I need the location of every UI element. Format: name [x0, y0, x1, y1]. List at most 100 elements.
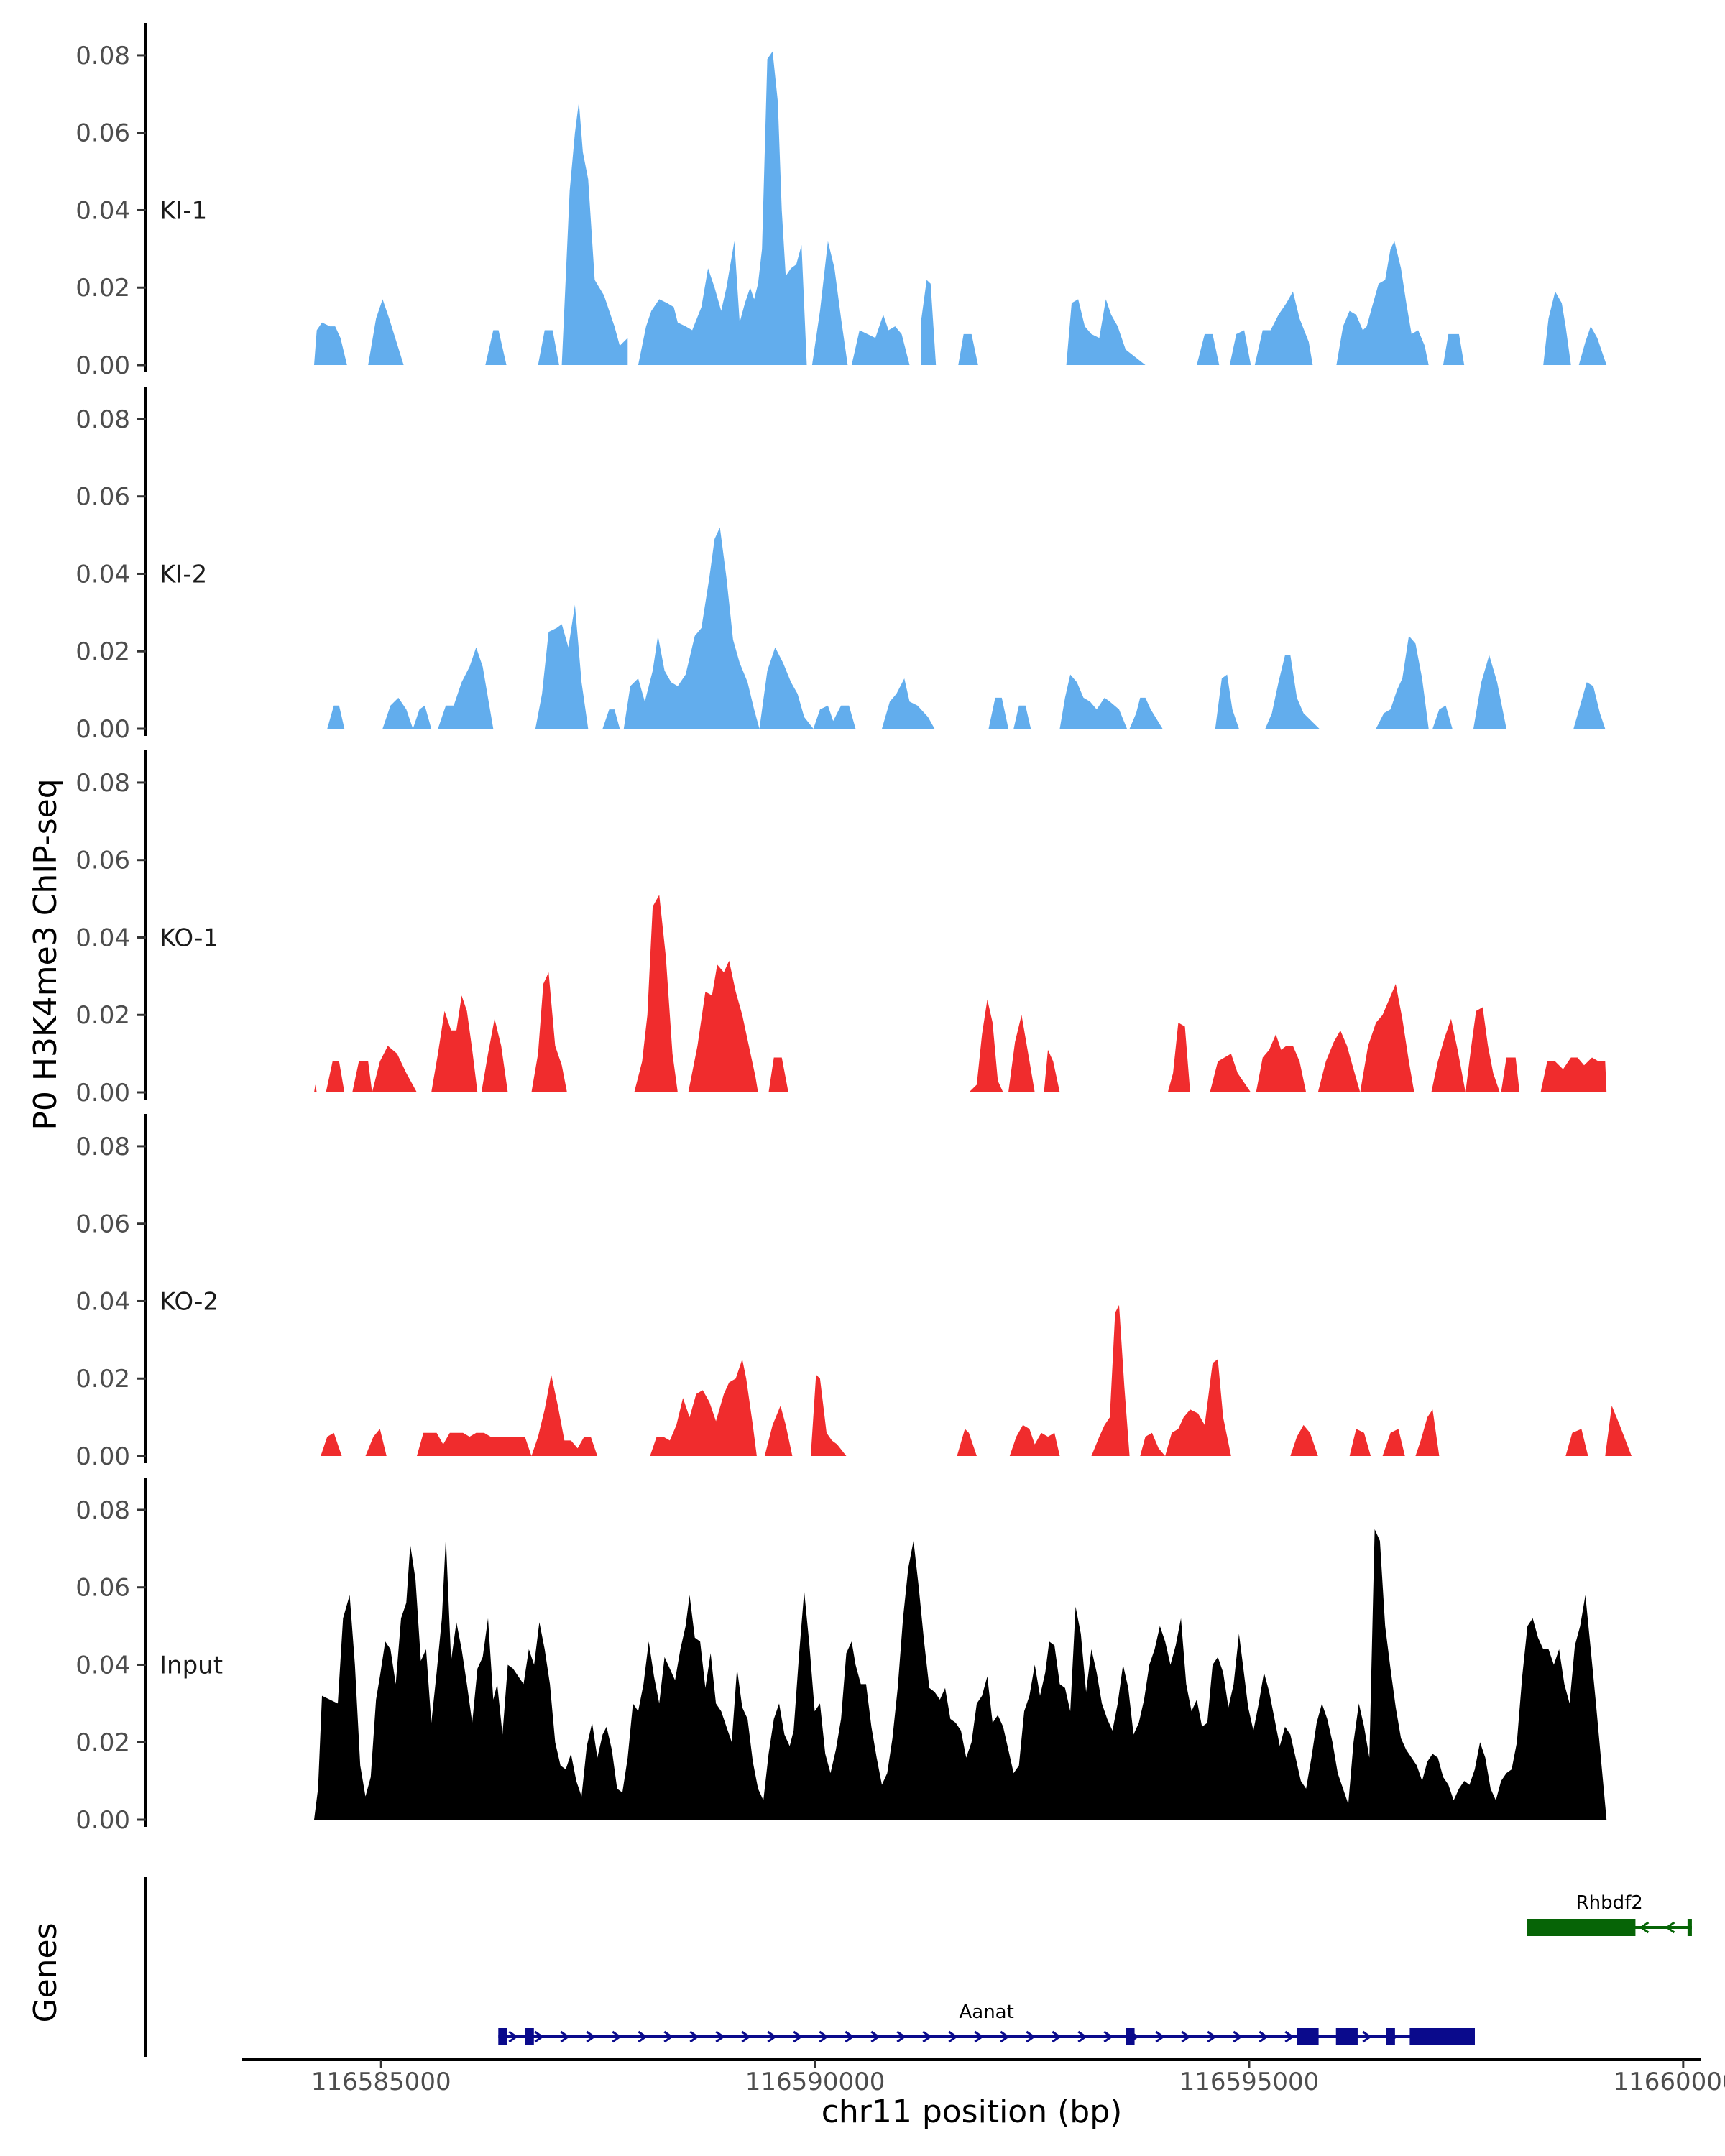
y-tick-label: 0.06: [75, 119, 130, 148]
signal-area: [851, 315, 910, 365]
signal-area: [1140, 1432, 1166, 1456]
track-label: KI-2: [160, 560, 207, 589]
signal-area: [1443, 333, 1465, 365]
y-tick-label: 0.08: [75, 1133, 130, 1161]
strand-arrow: [1284, 2030, 1294, 2043]
strand-arrow: [1639, 1921, 1650, 1934]
strand-arrow: [689, 2030, 699, 2043]
signal-area: [1543, 291, 1571, 365]
strand-arrow: [1207, 2030, 1217, 2043]
strand-arrow: [741, 2030, 751, 2043]
signal-area: [1431, 1018, 1466, 1092]
signal-area: [535, 604, 589, 729]
signal-area: [650, 1359, 757, 1456]
signal-area: [314, 1084, 317, 1092]
signal-area: [638, 51, 807, 365]
strand-arrow: [870, 2030, 880, 2043]
tracks-layer: 0.00 0.02 0.04 0.06 0.08 KI-1 0.00 0.02 0.04 0.06…: [75, 23, 1632, 1835]
track-label: KO-1: [160, 923, 218, 952]
signal-area: [1501, 1057, 1520, 1092]
y-tick-label: 0.02: [75, 1365, 130, 1393]
signal-area: [431, 995, 478, 1092]
gene-exon: [1126, 2028, 1135, 2045]
strand-arrow: [922, 2030, 932, 2043]
gene-exon: [1409, 2028, 1475, 2045]
strand-arrow: [1155, 2030, 1165, 2043]
strand-arrow: [1181, 2030, 1191, 2043]
y-tick-label: 0.04: [75, 196, 130, 225]
track-label: Input: [160, 1651, 223, 1680]
signal-area: [634, 895, 678, 1092]
strand-arrow: [715, 2030, 725, 2043]
signal-area: [314, 322, 347, 365]
y-tick-label: 0.00: [75, 1079, 130, 1107]
strand-arrow: [974, 2030, 984, 2043]
signal-area: [561, 101, 628, 365]
signal-area: [481, 1018, 508, 1092]
signal-area: [969, 999, 1003, 1092]
signal-area: [1165, 1359, 1231, 1456]
signal-area: [1091, 1304, 1130, 1456]
x-tick-label: 116585000: [311, 2068, 451, 2096]
signal-area: [623, 527, 760, 729]
track-input: 0.00 0.02 0.04 0.06 0.08 Input: [75, 1478, 1607, 1835]
y-tick-label: 0.08: [75, 405, 130, 434]
strand-arrow: [1233, 2030, 1243, 2043]
gene-exon: [1687, 1919, 1692, 1936]
strand-arrow: [586, 2030, 596, 2043]
signal-area: [1360, 984, 1414, 1092]
signal-area: [314, 1529, 1607, 1820]
strand-arrow: [1052, 2030, 1062, 2043]
signal-area: [759, 647, 814, 729]
signal-area: [1382, 1429, 1405, 1456]
y-tick-label: 0.04: [75, 923, 130, 952]
track-ki-2: 0.00 0.02 0.04 0.06 0.08 KI-2: [75, 387, 1606, 744]
signal-area: [1349, 1429, 1371, 1456]
signal-area: [531, 972, 567, 1092]
y-tick-label: 0.02: [75, 637, 130, 666]
signal-area: [538, 330, 559, 365]
y-tick-label: 0.00: [75, 1806, 130, 1835]
strand-arrow: [793, 2030, 803, 2043]
signal-area: [531, 1374, 598, 1456]
signal-area: [382, 697, 413, 729]
gene-rhbdf2: Rhbdf2: [1527, 1892, 1692, 1936]
signal-area: [958, 333, 978, 365]
signal-area: [413, 705, 432, 729]
gene-exon: [1335, 2028, 1358, 2045]
signal-area: [1605, 1406, 1632, 1456]
strand-arrow: [638, 2030, 648, 2043]
signal-area: [764, 1406, 793, 1456]
signal-area: [417, 1432, 532, 1456]
signal-area: [1197, 333, 1220, 365]
signal-area: [688, 960, 758, 1092]
strand-arrow: [948, 2030, 958, 2043]
strand-arrow: [767, 2030, 777, 2043]
x-tick-label: 116590000: [745, 2068, 886, 2096]
signal-area: [1044, 1049, 1060, 1092]
signal-area: [1290, 1424, 1318, 1456]
y-tick-label: 0.00: [75, 1442, 130, 1471]
strand-arrow: [663, 2030, 673, 2043]
gene-exon: [1527, 1919, 1636, 1936]
signal-area: [1256, 1034, 1307, 1092]
signal-area: [352, 1061, 372, 1092]
gene-label: Rhbdf2: [1576, 1892, 1643, 1914]
signal-area: [327, 705, 345, 729]
signal-area: [368, 299, 404, 365]
y-tick-label: 0.04: [75, 560, 130, 589]
signal-area: [1129, 697, 1163, 729]
y-tick-label: 0.00: [75, 715, 130, 744]
genes-layer: Aanat Rhbdf2: [144, 1877, 1692, 2057]
signal-area: [1317, 1030, 1361, 1092]
strand-arrow: [845, 2030, 855, 2043]
signal-area: [811, 1374, 847, 1456]
signal-area: [768, 1057, 788, 1092]
y-tick-label: 0.08: [75, 1496, 130, 1525]
strand-arrow: [1259, 2030, 1269, 2043]
gene-aanat: Aanat: [498, 2001, 1475, 2045]
x-axis-title: chr11 position (bp): [822, 2093, 1123, 2130]
signal-area: [882, 678, 935, 729]
y-tick-label: 0.08: [75, 769, 130, 798]
